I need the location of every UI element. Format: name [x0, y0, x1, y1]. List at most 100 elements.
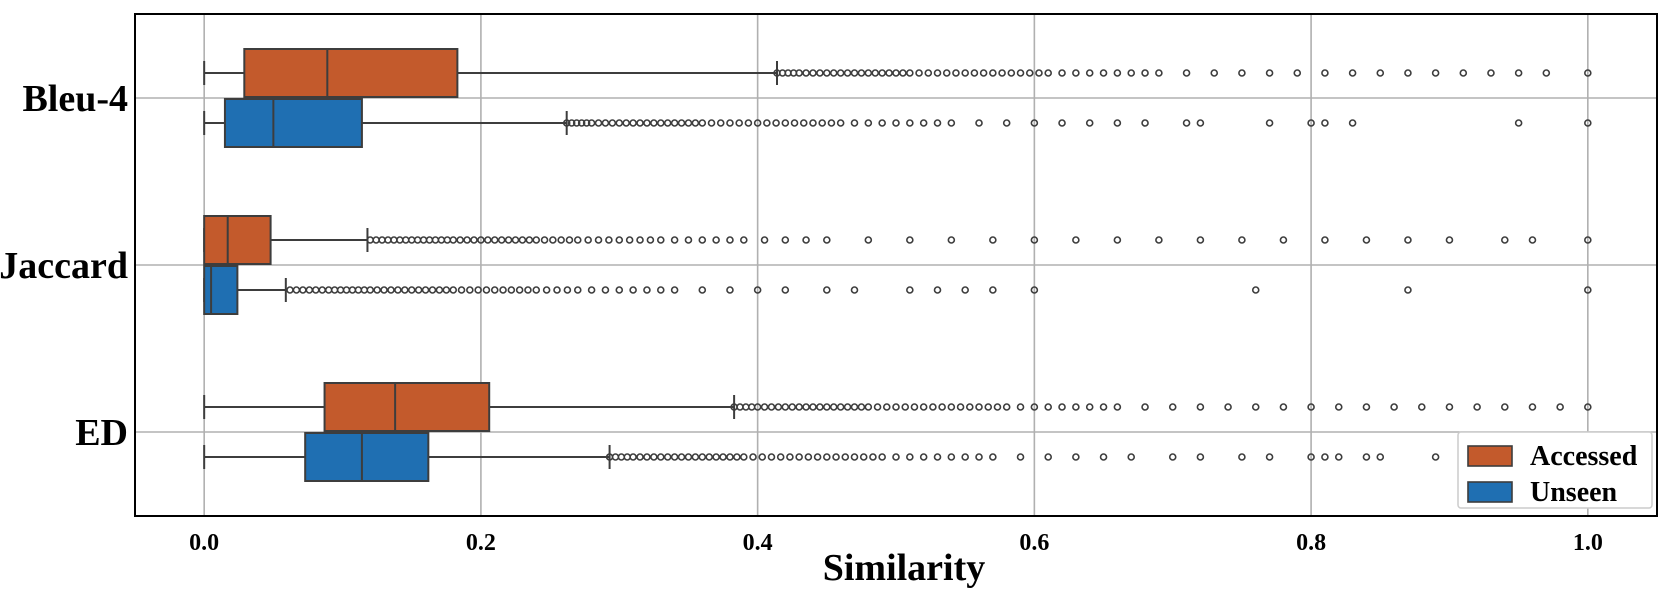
- outlier-point: [1030, 119, 1039, 127]
- outlier-point: [354, 286, 363, 294]
- outlier-point: [572, 119, 581, 127]
- outlier-point: [947, 236, 956, 244]
- outlier-point: [1584, 69, 1592, 77]
- outlier-point: [1072, 236, 1080, 244]
- outlier-point: [790, 119, 799, 127]
- outlier-point: [1584, 403, 1592, 411]
- outlier-point: [698, 453, 707, 461]
- outlier-point: [413, 236, 422, 244]
- outlier-point: [504, 236, 513, 244]
- outlier-point: [850, 403, 859, 411]
- outlier-point: [318, 286, 327, 294]
- outlier-point: [892, 403, 900, 411]
- outlier-point: [786, 453, 794, 461]
- outlier-point: [818, 119, 827, 127]
- outlier-point: [802, 236, 810, 244]
- outlier-point: [924, 69, 933, 77]
- outlier-point: [1473, 403, 1481, 411]
- outlier-point: [956, 403, 965, 411]
- x-tick-label: 0.6: [1019, 530, 1049, 556]
- outlier-point: [677, 119, 686, 127]
- outlier-point: [975, 119, 983, 127]
- outlier-point: [515, 286, 524, 294]
- outlier-point: [1514, 119, 1523, 127]
- outlier-point: [816, 403, 824, 411]
- outlier-point: [431, 236, 440, 244]
- outlier-point: [360, 286, 369, 294]
- x-tick-label: 0.4: [743, 530, 773, 556]
- outlier-point: [753, 119, 762, 127]
- outlier-point: [507, 286, 516, 294]
- outlier-point: [906, 236, 914, 244]
- outlier-point: [795, 453, 803, 461]
- outlier-point: [735, 119, 743, 127]
- outlier-point: [774, 403, 783, 411]
- outlier-point: [906, 69, 914, 77]
- outlier-point: [1113, 236, 1122, 244]
- outlier-point: [901, 403, 910, 411]
- outlier-point: [1238, 453, 1246, 461]
- outlier-point: [1584, 286, 1592, 294]
- outlier-point: [643, 119, 651, 127]
- outlier-point: [850, 119, 859, 127]
- outlier-point: [615, 119, 624, 127]
- outlier-point: [1459, 69, 1468, 77]
- outlier-point: [629, 119, 637, 127]
- outlier-point: [656, 119, 665, 127]
- outlier-point: [324, 286, 333, 294]
- outlier-point: [804, 453, 813, 461]
- outlier-point: [952, 69, 960, 77]
- outlier-point: [643, 453, 651, 461]
- outlier-point: [989, 69, 997, 77]
- outlier-point: [449, 286, 458, 294]
- outlier-point: [567, 119, 576, 127]
- outlier-point: [608, 119, 617, 127]
- outlier-point: [394, 286, 402, 294]
- outlier-point: [788, 403, 797, 411]
- outlier-point: [933, 119, 942, 127]
- plot-frame: [134, 13, 1658, 517]
- outlier-point: [401, 286, 409, 294]
- outlier-point: [1362, 453, 1371, 461]
- outlier-point: [1431, 69, 1440, 77]
- outlier-point: [836, 403, 845, 411]
- category-labels: Bleu-4 Jaccard ED: [0, 78, 128, 454]
- outlier-point: [1528, 236, 1537, 244]
- outlier-point: [336, 286, 345, 294]
- outlier-point: [1390, 403, 1398, 411]
- outlier-point: [601, 119, 610, 127]
- outlier-point: [622, 119, 630, 127]
- outlier-point: [832, 453, 840, 461]
- outlier-point: [726, 453, 734, 461]
- outlier-point: [540, 236, 549, 244]
- outlier-point: [1127, 69, 1136, 77]
- outlier-point: [836, 119, 845, 127]
- outlier-point: [1265, 119, 1274, 127]
- outlier-point: [712, 453, 720, 461]
- outlier-point: [707, 119, 716, 127]
- outlier-point: [1321, 119, 1329, 127]
- x-tick-labels: 0.0 0.2 0.4 0.6 0.8 1.0: [189, 530, 1603, 556]
- outlier-point: [1542, 69, 1551, 77]
- outlier-point: [698, 236, 707, 244]
- outlier-point: [601, 286, 610, 294]
- outlier-point: [466, 286, 474, 294]
- outlier-point: [989, 236, 997, 244]
- outlier-point: [1035, 69, 1043, 77]
- outlier-point: [1445, 403, 1454, 411]
- outlier-point: [497, 236, 506, 244]
- outlier-point: [524, 286, 532, 294]
- x-axis-title: Similarity: [823, 547, 986, 589]
- outlier-point: [1348, 69, 1357, 77]
- outlier-point: [484, 236, 492, 244]
- x-tick-label: 0.8: [1296, 530, 1326, 556]
- outlier-point: [1168, 453, 1177, 461]
- outlier-point: [670, 286, 679, 294]
- outlier-point: [387, 286, 395, 294]
- outlier-point: [795, 403, 803, 411]
- outlier-point: [342, 286, 351, 294]
- outlier-point: [749, 453, 757, 461]
- outlier-point: [1196, 403, 1205, 411]
- outlier-point: [1265, 69, 1274, 77]
